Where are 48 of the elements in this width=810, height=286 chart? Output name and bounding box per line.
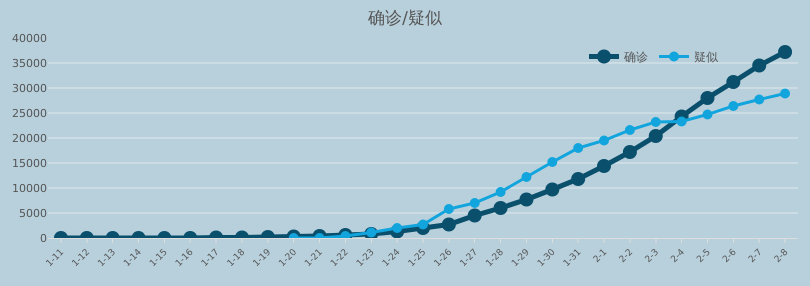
point — [752, 58, 766, 72]
point — [780, 88, 790, 98]
x-tick-label: 2-2 — [618, 248, 636, 265]
y-tick-label: 20000 — [12, 132, 47, 145]
point — [624, 125, 635, 135]
point — [547, 157, 558, 167]
x-tick-label: 2-3 — [644, 248, 662, 265]
point — [470, 198, 480, 208]
point — [521, 172, 532, 182]
y-tick-label: 40000 — [12, 32, 47, 45]
point — [573, 143, 584, 153]
y-tick-label: 15000 — [12, 156, 47, 170]
point — [392, 223, 402, 233]
y-tick-label: 35000 — [12, 56, 47, 70]
point — [571, 172, 586, 186]
point — [597, 159, 612, 173]
y-tick-label: 30000 — [12, 82, 47, 95]
point — [676, 116, 687, 126]
y-tick-label: 0 — [40, 232, 47, 245]
point — [545, 182, 560, 196]
point — [648, 129, 663, 143]
point — [442, 218, 456, 232]
point — [494, 201, 508, 215]
x-tick-label: 2-7 — [747, 248, 765, 265]
point — [622, 145, 637, 159]
x-tick-label: 2-1 — [592, 248, 610, 265]
x-tick-label: 2-8 — [772, 247, 791, 265]
x-tick-label: 2-6 — [721, 247, 739, 265]
y-tick-label: 5000 — [19, 206, 47, 220]
point — [754, 94, 764, 104]
point — [778, 45, 792, 59]
legend-label: 疑似 — [694, 50, 718, 64]
legend-label: 确诊 — [623, 50, 648, 64]
point — [496, 187, 506, 197]
x-tick-label: 2-4 — [669, 247, 688, 265]
point — [468, 208, 482, 222]
chart-title: 确诊/疑似 — [367, 8, 442, 28]
point — [444, 204, 454, 214]
point — [702, 110, 712, 120]
point — [650, 117, 661, 127]
point — [700, 91, 714, 105]
y-tick-label: 25000 — [12, 106, 47, 120]
point — [599, 136, 610, 146]
x-tick-label: 2-5 — [695, 248, 713, 265]
y-tick-label: 10000 — [12, 182, 47, 195]
point — [728, 101, 738, 111]
point — [519, 192, 534, 206]
point — [726, 75, 740, 89]
